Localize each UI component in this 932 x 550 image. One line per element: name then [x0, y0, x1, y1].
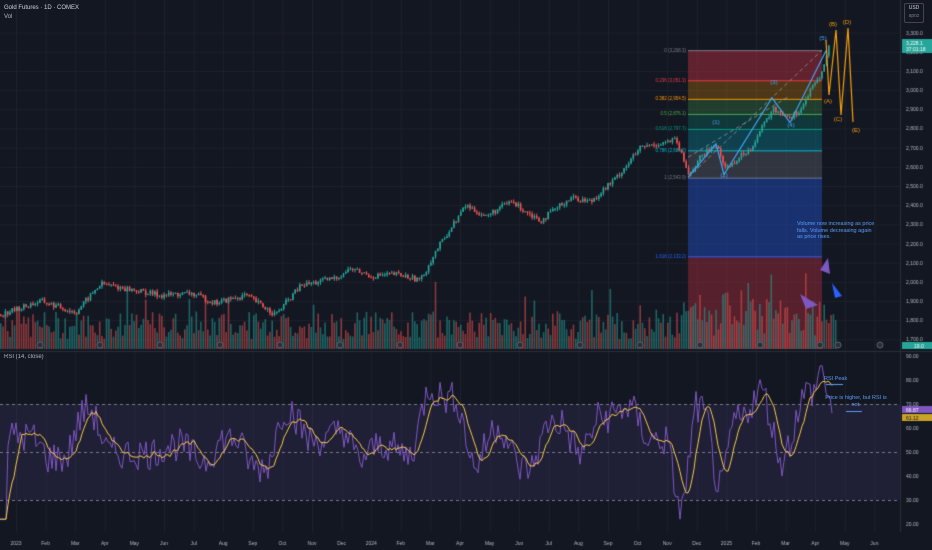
volume-label: Vol [4, 14, 13, 20]
divergence-note: Price is higher, but RSI is not. [825, 395, 887, 408]
currency-button[interactable]: USD apoz [904, 3, 924, 23]
volume-note: Volume now increasing as price falls. Vo… [797, 221, 875, 240]
currency-sub: apoz [908, 13, 920, 19]
rsi-peak-note: RSI Peak [824, 376, 848, 382]
currency-label: USD [908, 5, 920, 11]
symbol-title[interactable]: Gold Futures · 1D · COMEX [4, 5, 80, 11]
rsi-label[interactable]: RSI (14, close) [4, 354, 44, 360]
